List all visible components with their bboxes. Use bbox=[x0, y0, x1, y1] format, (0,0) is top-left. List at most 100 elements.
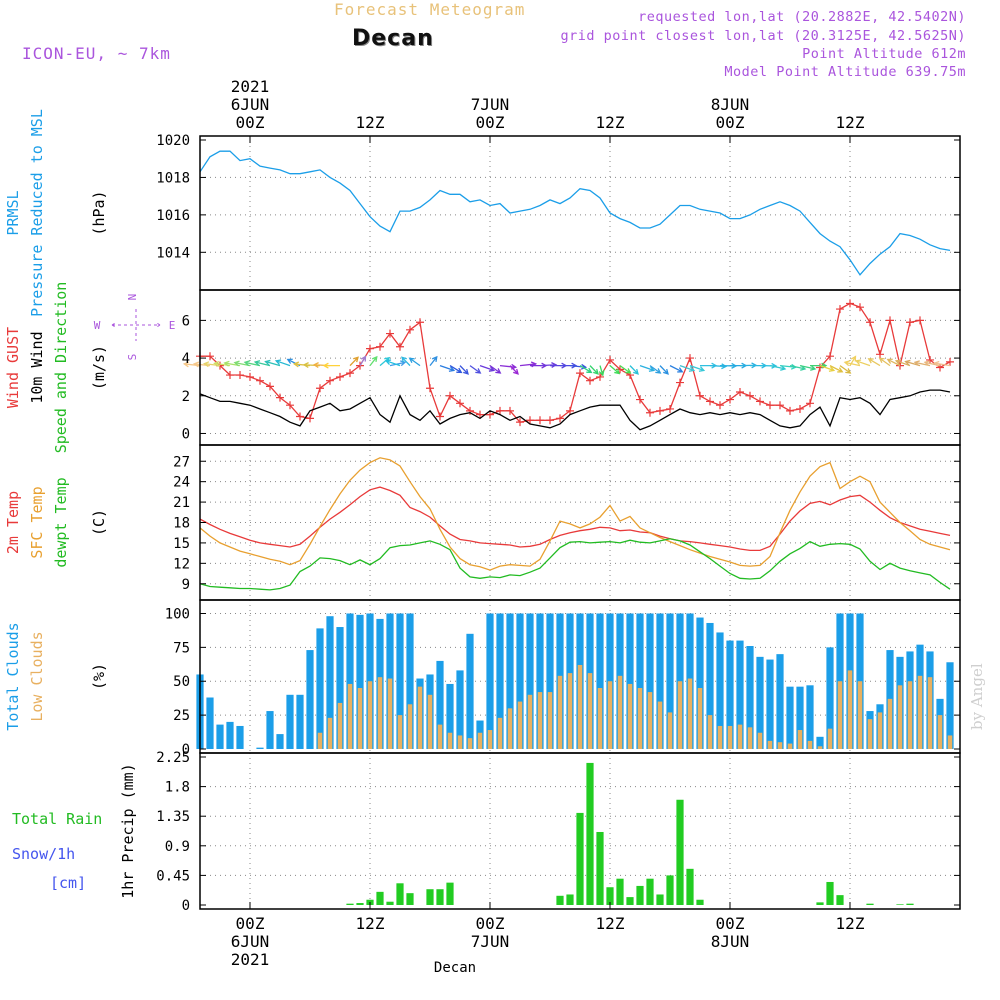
ylabel-pressure: (hPa) bbox=[90, 190, 108, 235]
bar-clouds-total-clouds bbox=[796, 686, 804, 749]
marker-wind-gust bbox=[686, 354, 694, 363]
marker-wind-gust bbox=[276, 393, 284, 402]
bar-precip-total-rain bbox=[826, 881, 834, 905]
bar-clouds-total-clouds bbox=[716, 632, 724, 749]
bar-clouds-total-clouds bbox=[636, 613, 644, 749]
bar-precip-total-rain bbox=[396, 883, 404, 905]
ytick-label-temperature: 21 bbox=[173, 495, 190, 511]
marker-wind-gust bbox=[736, 388, 744, 396]
wind-direction-arrow bbox=[799, 364, 817, 371]
wind-direction-arrow bbox=[769, 364, 787, 371]
ytick-label-precip: 0.9 bbox=[165, 839, 190, 855]
side-label-wind: 10m Wind bbox=[28, 331, 46, 403]
bar-precip-total-rain bbox=[696, 899, 704, 905]
ytick-label-precip: 1.8 bbox=[165, 780, 190, 796]
line-dewpt-temp bbox=[199, 538, 951, 591]
wind-direction-arrow bbox=[539, 362, 558, 368]
bar-precip-total-rain bbox=[556, 895, 564, 905]
wind-direction-arrow bbox=[669, 365, 684, 373]
bar-clouds-total-clouds bbox=[776, 654, 784, 749]
bar-clouds-total-clouds bbox=[236, 725, 244, 749]
bar-clouds-low-clouds bbox=[337, 702, 343, 749]
bar-clouds-low-clouds bbox=[927, 677, 933, 749]
line-wind-gust bbox=[200, 302, 951, 423]
marker-wind-gust bbox=[796, 404, 804, 413]
wind-direction-arrow bbox=[401, 356, 411, 367]
compass-w: W bbox=[94, 319, 101, 332]
ytick-label-temperature: 15 bbox=[173, 536, 190, 552]
ytick-label-wind: 6 bbox=[182, 313, 190, 329]
wind-direction-arrow bbox=[253, 360, 271, 367]
wind-direction-arrow bbox=[243, 360, 261, 367]
bar-clouds-low-clouds bbox=[837, 681, 843, 749]
bar-clouds-low-clouds bbox=[557, 675, 563, 749]
marker-wind-gust bbox=[476, 410, 484, 419]
wind-direction-arrow bbox=[839, 365, 852, 374]
wind-direction-arrow bbox=[429, 355, 438, 367]
line-sfc-temp bbox=[199, 457, 951, 571]
wind-direction-arrow bbox=[854, 359, 871, 367]
marker-wind-gust bbox=[746, 391, 754, 400]
bar-precip-total-rain bbox=[606, 887, 614, 905]
bar-precip-total-rain bbox=[616, 878, 624, 905]
compass-s: S bbox=[126, 354, 139, 361]
bar-clouds-total-clouds bbox=[826, 647, 834, 749]
bar-clouds-low-clouds bbox=[357, 688, 363, 749]
marker-wind-gust bbox=[456, 399, 464, 408]
marker-wind-gust bbox=[846, 299, 854, 308]
bar-clouds-low-clouds bbox=[367, 681, 373, 749]
marker-wind-gust bbox=[806, 399, 814, 408]
bar-clouds-low-clouds bbox=[677, 681, 683, 749]
marker-wind-gust bbox=[586, 376, 594, 385]
top-time-label: 6JUN bbox=[231, 95, 270, 114]
ytick-label-precip: 1.35 bbox=[156, 809, 190, 825]
gridpoint-coords: grid point closest lon,lat (20.3125E, 42… bbox=[560, 28, 966, 44]
bar-clouds-total-clouds bbox=[626, 613, 634, 749]
ytick-label-temperature: 24 bbox=[173, 475, 190, 491]
bar-clouds-low-clouds bbox=[777, 742, 783, 749]
bar-clouds-low-clouds bbox=[317, 732, 323, 749]
marker-wind-gust bbox=[446, 391, 454, 400]
bar-clouds-low-clouds bbox=[377, 677, 383, 749]
bar-clouds-total-clouds bbox=[206, 697, 214, 749]
ytick-label-temperature: 12 bbox=[173, 556, 190, 572]
bottom-time-label: 12Z bbox=[356, 914, 385, 933]
wind-direction-arrow bbox=[679, 365, 696, 372]
bar-clouds-low-clouds bbox=[417, 686, 423, 749]
bar-clouds-total-clouds bbox=[436, 660, 444, 749]
wind-direction-arrow bbox=[479, 365, 496, 372]
bar-clouds-low-clouds bbox=[747, 727, 753, 749]
marker-wind-gust bbox=[676, 378, 684, 387]
marker-wind-gust bbox=[576, 369, 584, 378]
bottom-time-label: 12Z bbox=[596, 914, 625, 933]
bar-clouds-total-clouds bbox=[486, 613, 494, 749]
bar-clouds-low-clouds bbox=[717, 725, 723, 749]
marker-wind-gust bbox=[606, 355, 614, 364]
wind-direction-arrow bbox=[389, 360, 407, 367]
bar-clouds-total-clouds bbox=[736, 640, 744, 749]
ytick-label-pressure: 1020 bbox=[156, 133, 190, 149]
bar-clouds-total-clouds bbox=[516, 613, 524, 749]
bar-clouds-total-clouds bbox=[596, 613, 604, 749]
wind-direction-arrow bbox=[886, 358, 901, 367]
wind-direction-arrow bbox=[933, 360, 951, 367]
compass-arrows bbox=[111, 309, 161, 341]
wind-direction-arrow bbox=[274, 359, 291, 367]
bar-clouds-total-clouds bbox=[346, 613, 354, 749]
bar-clouds-total-clouds bbox=[496, 613, 504, 749]
top-time-label: 12Z bbox=[356, 113, 385, 132]
bar-clouds-low-clouds bbox=[567, 673, 573, 749]
ytick-label-precip: 2.25 bbox=[156, 750, 190, 766]
marker-wind-gust bbox=[876, 350, 884, 359]
top-time-label: 12Z bbox=[596, 113, 625, 132]
bar-clouds-low-clouds bbox=[427, 694, 433, 749]
marker-wind-gust bbox=[936, 363, 944, 372]
marker-wind-gust bbox=[886, 316, 894, 325]
watermark: by Angel bbox=[968, 663, 986, 730]
panel-pressure bbox=[199, 150, 951, 276]
marker-wind-gust bbox=[416, 318, 424, 327]
wind-direction-arrow bbox=[459, 365, 469, 375]
top-time-label: 2021 bbox=[231, 77, 270, 96]
line-2m-temp bbox=[199, 486, 951, 552]
top-time-label: 00Z bbox=[476, 113, 505, 132]
